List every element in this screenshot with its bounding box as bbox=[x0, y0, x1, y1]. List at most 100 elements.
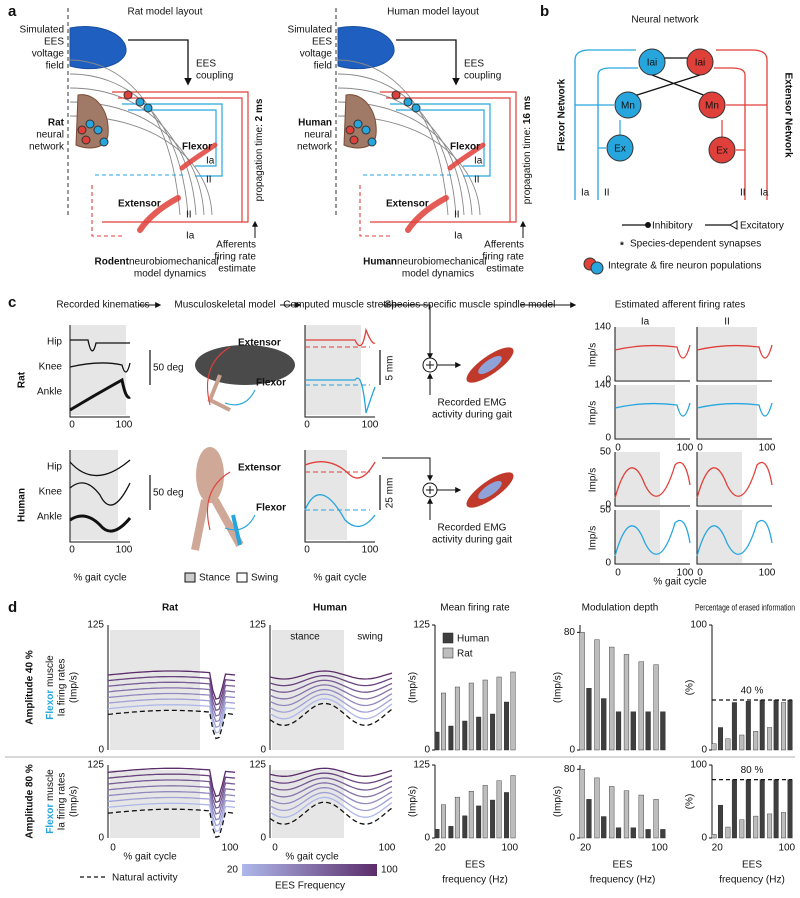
flexor: Flexor bbox=[45, 804, 56, 834]
column-header: Percentage of erased information bbox=[695, 602, 795, 612]
label: Ia bbox=[581, 188, 590, 199]
bar bbox=[609, 646, 615, 751]
shape bbox=[698, 91, 726, 119]
label: EES bbox=[465, 860, 485, 871]
label: neurobiomechanical bbox=[129, 257, 219, 268]
muscle: muscle bbox=[45, 769, 56, 804]
shape bbox=[137, 195, 181, 233]
label: % gait cycle bbox=[313, 573, 367, 584]
panel-label: a bbox=[8, 3, 17, 20]
column-header: Estimated afferent firing rates bbox=[615, 300, 745, 311]
propagation-label: propagation time: bbox=[522, 124, 533, 204]
label: Rodent bbox=[95, 257, 130, 268]
trace bbox=[269, 796, 393, 818]
shape bbox=[696, 402, 773, 417]
shape bbox=[359, 185, 393, 237]
label: Knee bbox=[39, 487, 63, 498]
shape bbox=[69, 87, 197, 216]
trace bbox=[269, 782, 393, 798]
shape bbox=[224, 514, 256, 531]
shape bbox=[405, 195, 449, 233]
shape bbox=[81, 135, 91, 145]
y-tick-label: 0 bbox=[701, 745, 707, 756]
label: Extensor bbox=[238, 463, 281, 474]
shape bbox=[697, 385, 757, 438]
node-label: Ex bbox=[716, 146, 728, 157]
shape bbox=[633, 57, 707, 97]
label: II bbox=[186, 210, 192, 221]
shape bbox=[337, 59, 449, 216]
label: 100 bbox=[677, 443, 694, 454]
bar bbox=[725, 826, 731, 839]
column-header: Musculoskeletal model bbox=[174, 300, 275, 311]
shape bbox=[697, 327, 757, 380]
y-tick-label: 125 bbox=[413, 760, 430, 771]
bar bbox=[441, 804, 446, 839]
column-header: Computed muscle stretch bbox=[283, 300, 396, 311]
label: 50 deg bbox=[153, 488, 184, 499]
shape bbox=[367, 137, 377, 147]
label: II bbox=[454, 210, 460, 221]
trace bbox=[107, 692, 236, 723]
shape bbox=[370, 91, 517, 223]
label: Inhibitory bbox=[652, 221, 693, 232]
trace bbox=[269, 679, 393, 693]
shape bbox=[696, 510, 772, 565]
label: Ia bbox=[760, 188, 769, 199]
trace bbox=[107, 785, 236, 815]
trace bbox=[269, 698, 393, 720]
y-tick-label: 80 bbox=[564, 627, 576, 638]
label: estimate bbox=[218, 264, 256, 275]
trace bbox=[269, 767, 393, 777]
label: 100 bbox=[759, 568, 776, 579]
bar bbox=[739, 819, 745, 839]
label: 100 bbox=[116, 420, 133, 431]
panel-label: b bbox=[540, 3, 549, 20]
label: swing bbox=[357, 632, 383, 643]
shape bbox=[614, 461, 691, 499]
label: coupling bbox=[464, 71, 501, 82]
bar bbox=[645, 711, 651, 751]
natural-trace bbox=[107, 808, 236, 839]
bar bbox=[739, 734, 745, 751]
natural-trace bbox=[269, 702, 393, 727]
trace bbox=[107, 687, 236, 717]
shape bbox=[615, 327, 675, 380]
y-axis-label: (Imp/s) bbox=[408, 672, 419, 703]
label: Extensor bbox=[238, 338, 281, 349]
label: frequency (Hz) bbox=[442, 875, 508, 886]
node-label: Iai bbox=[647, 58, 658, 69]
label: 125 bbox=[87, 760, 104, 771]
label: Species-dependent synapses bbox=[630, 239, 761, 250]
bar bbox=[490, 713, 496, 751]
bar bbox=[638, 661, 644, 751]
bar bbox=[476, 716, 482, 751]
bar bbox=[496, 780, 502, 839]
bar bbox=[725, 738, 731, 751]
bar bbox=[579, 769, 585, 839]
label: Human bbox=[363, 257, 397, 268]
shape bbox=[696, 461, 773, 499]
shape bbox=[69, 377, 131, 412]
column-header: Modulation depth bbox=[582, 603, 659, 614]
shape bbox=[69, 459, 131, 477]
label: coupling bbox=[196, 71, 233, 82]
bar bbox=[718, 727, 723, 751]
bar bbox=[787, 779, 793, 839]
x-tick-label: 20 bbox=[580, 843, 592, 854]
label: Integrate & fire neuron populations bbox=[608, 261, 761, 272]
label: 0 bbox=[304, 420, 310, 431]
shape bbox=[614, 91, 642, 119]
label: 0 bbox=[69, 545, 75, 556]
label: neurobiomechanical bbox=[397, 257, 487, 268]
shape bbox=[69, 26, 127, 70]
label: 125 bbox=[87, 620, 104, 631]
label: % gait cycle bbox=[285, 852, 339, 863]
shape bbox=[426, 486, 434, 494]
y-axis-label: (Imp/s) bbox=[553, 786, 564, 817]
label: Ankle bbox=[37, 512, 62, 523]
legend-label: Rat bbox=[457, 649, 473, 660]
label: 100 bbox=[116, 545, 133, 556]
label: II bbox=[604, 188, 610, 199]
